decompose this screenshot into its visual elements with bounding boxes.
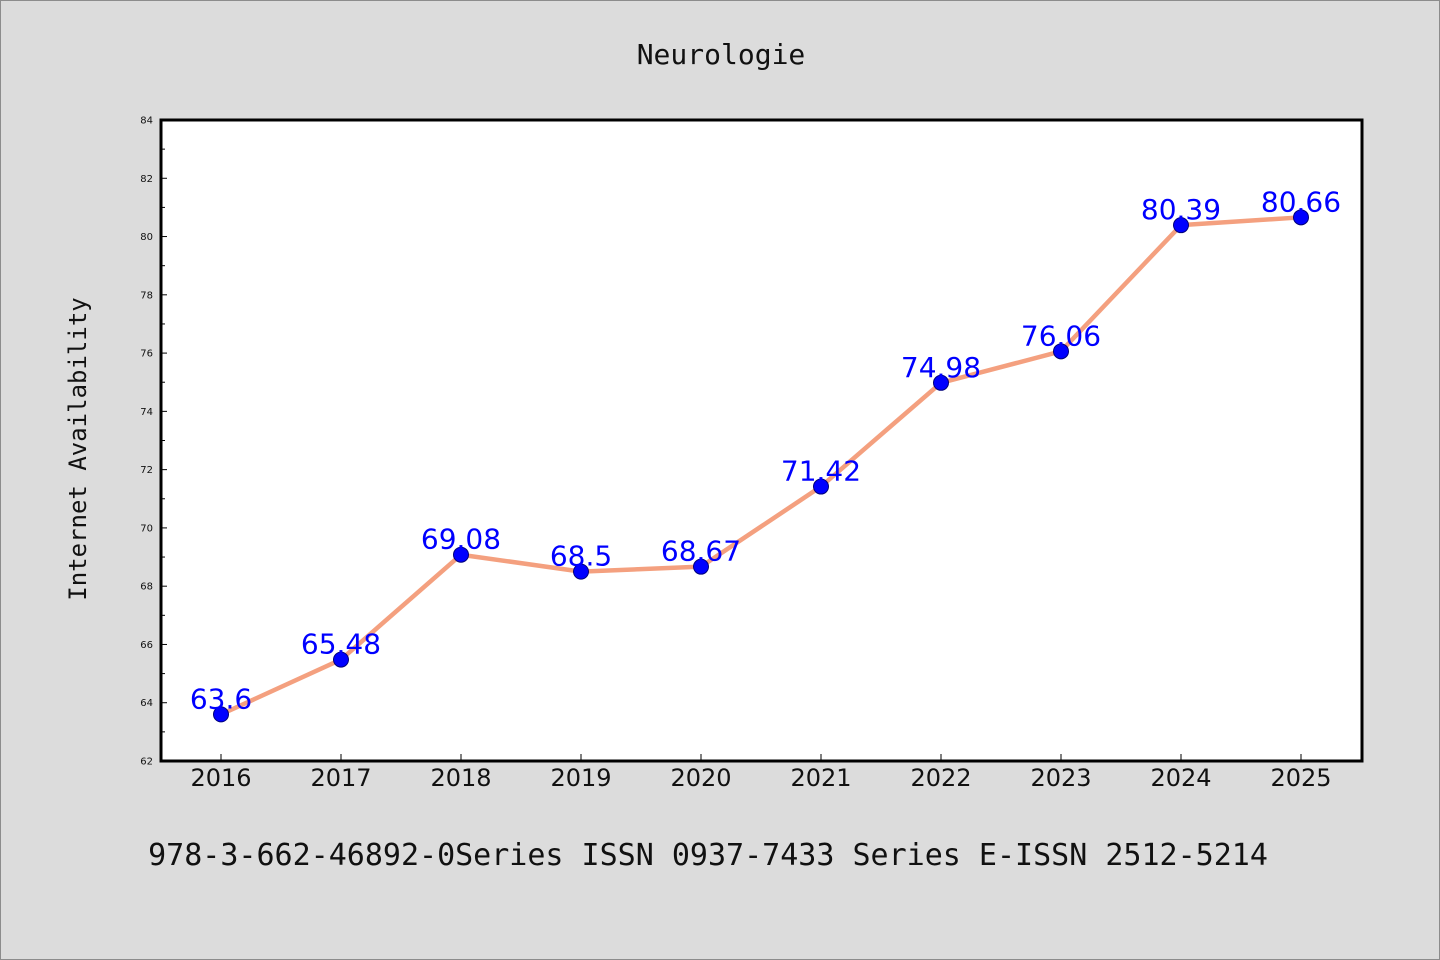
chart-title: Neurologie — [637, 38, 806, 71]
y-tick-label: 82 — [140, 174, 153, 185]
data-label: 80.66 — [1261, 185, 1341, 218]
x-tick-label: 2019 — [550, 764, 611, 792]
y-tick-label: 76 — [140, 349, 153, 360]
y-axis-label: Internet Availability — [64, 297, 92, 600]
series-line-group: 63.6 65.48 69.08 68.5 68.67 71.42 74.98 76.06 80… — [190, 185, 1341, 723]
data-label: 65.48 — [301, 628, 381, 661]
y-tick-label: 62 — [140, 757, 153, 768]
data-point-marker — [1053, 343, 1069, 360]
data-point-marker — [933, 374, 949, 391]
data-point-marker — [1173, 217, 1189, 234]
series-line — [218, 215, 1304, 717]
data-label: 74.98 — [901, 351, 981, 384]
x-tick-label: 2021 — [790, 764, 851, 792]
y-tick-label: 72 — [140, 465, 153, 476]
y-tick-label: 78 — [140, 290, 153, 301]
x-tick-label: 2017 — [310, 764, 371, 792]
y-tick-label: 74 — [140, 407, 153, 418]
y-tick-label: 68 — [140, 582, 153, 593]
plot-area — [159, 118, 1364, 763]
data-label: 71.42 — [781, 455, 861, 488]
y-tick-label: 84 — [140, 116, 153, 127]
x-tick-label: 2020 — [670, 764, 731, 792]
footer-isbn-text: 978-3-662-46892-0Series ISSN 0937-7433 S… — [148, 838, 1268, 873]
x-tick-label: 2024 — [1150, 764, 1211, 792]
x-axis: 2016 2017 2018 2019 2020 2021 2022 2023 2024 2025 — [190, 754, 1332, 792]
data-point-marker — [453, 546, 469, 563]
data-label: 68.5 — [550, 540, 612, 573]
x-tick-label: 2025 — [1270, 764, 1331, 792]
y-axis: 62 64 66 68 70 72 74 76 78 80 82 84 — [140, 116, 167, 768]
data-point-marker — [333, 651, 349, 668]
x-tick-label: 2016 — [190, 764, 251, 792]
data-point-marker — [1293, 209, 1309, 226]
data-point-marker — [813, 478, 829, 495]
data-label: 76.06 — [1021, 319, 1101, 352]
data-point-marker — [693, 558, 709, 575]
x-tick-label: 2023 — [1030, 764, 1091, 792]
y-tick-label: 70 — [140, 523, 153, 534]
data-point-marker — [573, 563, 589, 580]
data-label: 69.08 — [421, 523, 501, 556]
y-tick-label: 66 — [140, 640, 153, 651]
data-point-marker — [213, 706, 229, 723]
data-label: 63.6 — [190, 682, 252, 715]
data-label: 80.39 — [1141, 193, 1221, 226]
x-tick-label: 2022 — [910, 764, 971, 792]
y-tick-label: 64 — [140, 698, 153, 709]
x-tick-label: 2018 — [430, 764, 491, 792]
data-label: 68.67 — [661, 535, 741, 568]
y-tick-label: 80 — [140, 232, 153, 243]
